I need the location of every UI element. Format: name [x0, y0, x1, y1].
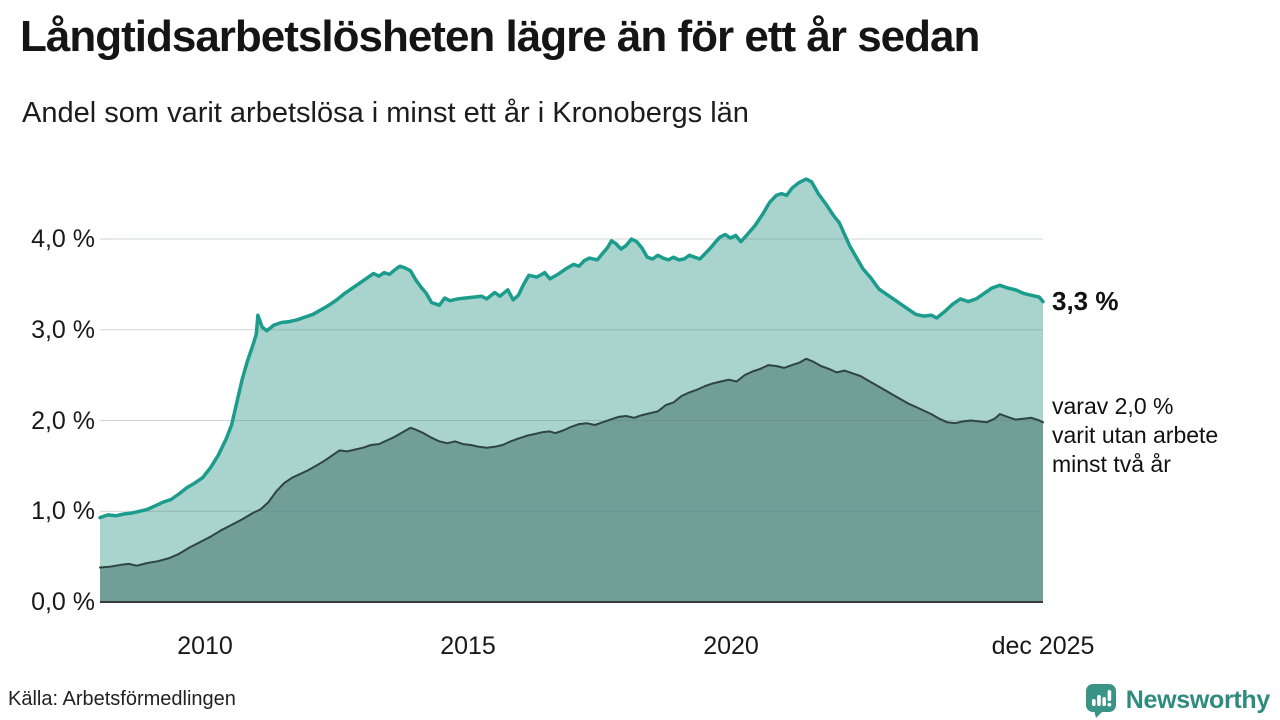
- x-axis-label: 2015: [440, 632, 496, 660]
- y-axis-label: 3,0 %: [31, 315, 95, 344]
- series-area-1: [100, 358, 1043, 602]
- x-axis-labels: 2010 2015 2020 dec 2025: [0, 632, 1280, 662]
- y-axis-labels: 0,0 % 1,0 % 2,0 % 3,0 % 4,0 %: [0, 0, 95, 720]
- x-axis-label: 2010: [177, 632, 233, 660]
- secondary-series-label-line1: varav 2,0 %: [1052, 393, 1174, 419]
- newsworthy-chart-bubble-icon: [1085, 684, 1116, 718]
- y-axis-label: 2,0 %: [31, 406, 95, 435]
- latest-value-label: 3,3 %: [1052, 286, 1119, 316]
- y-axis-label: 4,0 %: [31, 225, 95, 253]
- secondary-series-label-line3: minst två år: [1052, 451, 1171, 477]
- secondary-series-label-line2: varit utan arbete: [1052, 422, 1219, 448]
- y-axis-label: 0,0 %: [31, 588, 95, 616]
- source-attribution: Källa: Arbetsförmedlingen: [8, 688, 236, 710]
- page-subtitle: Andel som varit arbetslösa i minst ett å…: [22, 97, 749, 129]
- y-axis-label: 1,0 %: [31, 497, 95, 526]
- secondary-series-label: varav 2,0 % varit utan arbete minst två …: [1052, 392, 1218, 479]
- x-axis-label: dec 2025: [991, 632, 1095, 660]
- x-axis-label: 2020: [703, 632, 759, 660]
- series-line-0: [98, 177, 1045, 520]
- page-title: Långtidsarbetslösheten lägre än för ett …: [20, 12, 980, 61]
- brand-wordmark: Newsworthy: [1125, 685, 1271, 714]
- series-line-1: [99, 357, 1044, 569]
- newsworthy-logo: Newsworthy: [1084, 682, 1270, 718]
